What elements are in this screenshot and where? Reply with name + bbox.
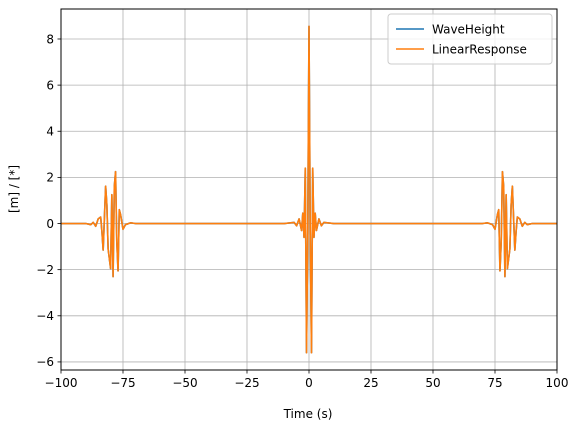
y-tick-label: 0: [46, 217, 54, 231]
series-group: [61, 25, 557, 354]
x-axis-label: Time (s): [283, 407, 333, 421]
x-tick-label: −25: [234, 376, 259, 390]
y-tick-label: −4: [36, 309, 54, 323]
x-tick-label: 50: [425, 376, 440, 390]
y-tick-label: 4: [46, 125, 54, 139]
legend-box: [387, 13, 553, 65]
legend-entry-label: LinearResponse: [432, 42, 527, 56]
y-axis-ticks: −6 −4 −2 0 2 4 6 8: [36, 32, 61, 369]
y-tick-label: −2: [36, 263, 54, 277]
x-tick-label: −75: [110, 376, 135, 390]
y-tick-label: −6: [36, 355, 54, 369]
y-axis-label: [m] / [*]: [7, 165, 21, 213]
x-tick-label: 25: [363, 376, 378, 390]
series-line-linearresponse: [61, 25, 557, 354]
x-tick-label: −50: [172, 376, 197, 390]
y-tick-label: 6: [46, 78, 54, 92]
x-tick-label: 100: [546, 376, 569, 390]
y-tick-label: 8: [46, 32, 54, 46]
legend-entry-label: WaveHeight: [432, 22, 505, 36]
x-tick-label: 75: [487, 376, 502, 390]
x-tick-label: 0: [305, 376, 313, 390]
y-tick-label: 2: [46, 171, 54, 185]
x-axis-ticks: −100 −75 −50 −25 0 25 50 75 100: [45, 370, 569, 390]
x-tick-label: −100: [45, 376, 78, 390]
legend: WaveHeight LinearResponse: [387, 13, 553, 65]
